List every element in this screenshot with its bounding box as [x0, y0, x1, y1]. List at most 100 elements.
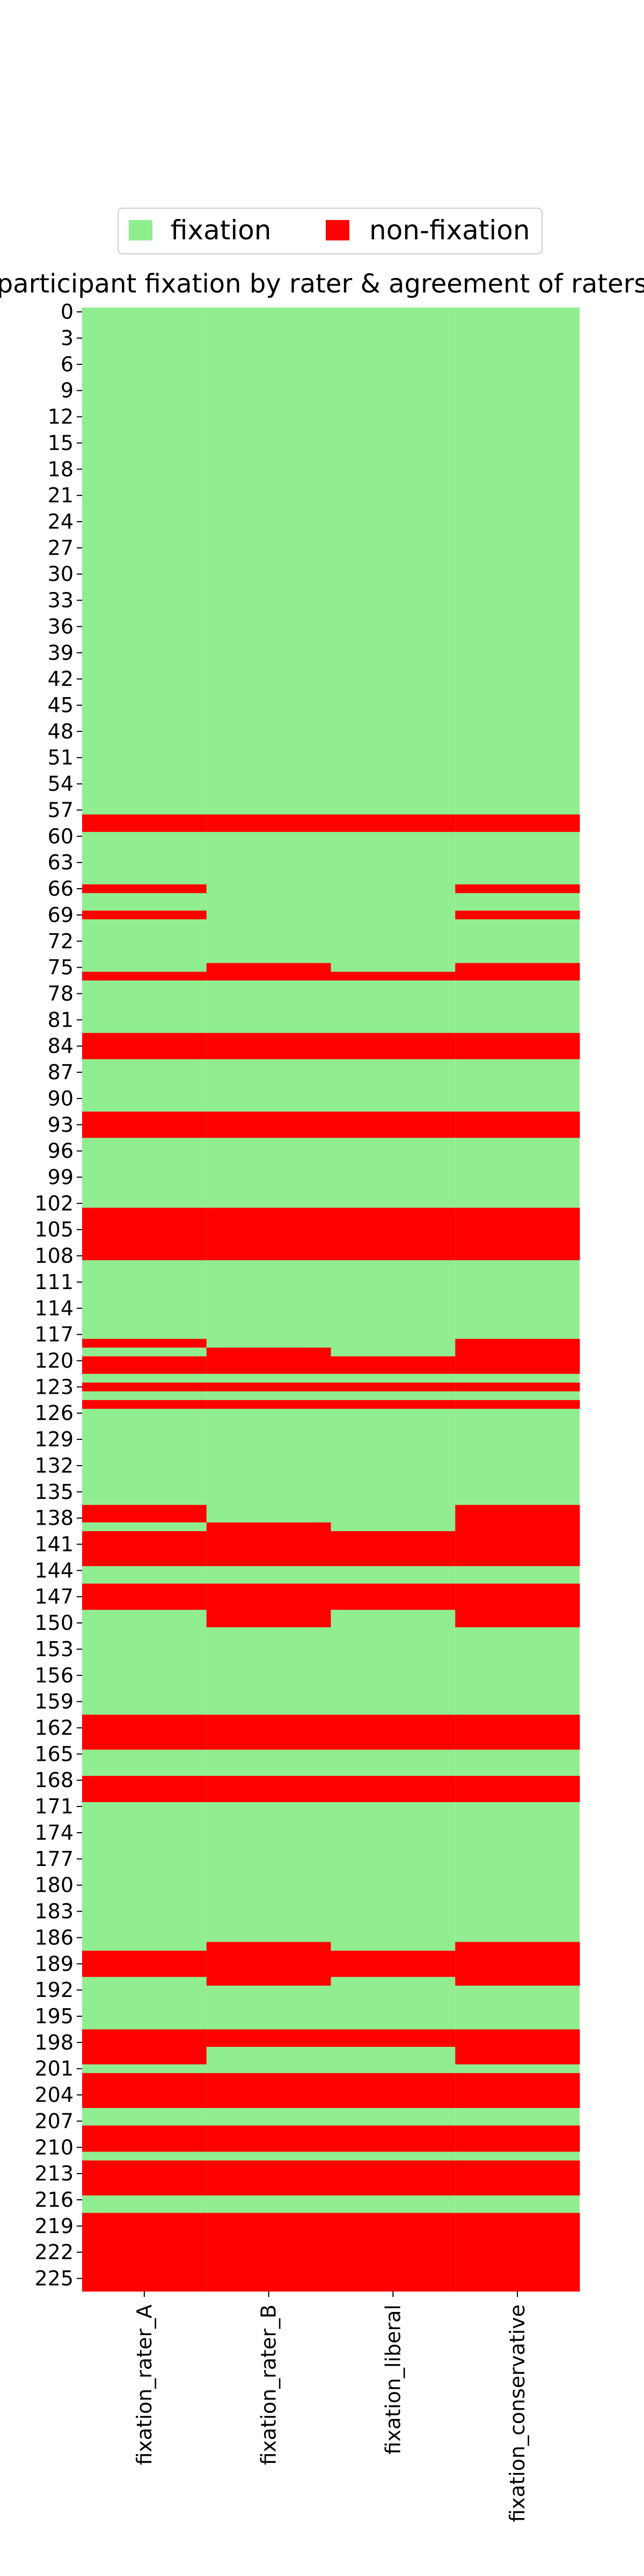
cells-non-fixation-fixation_rater_B-83-85	[206, 1033, 331, 1059]
row-tick-label: 24	[48, 510, 74, 533]
row-tick-label: 81	[48, 1008, 74, 1031]
cells-non-fixation-fixation_liberal-140-143	[331, 1531, 456, 1567]
row-tick-label: 132	[34, 1454, 74, 1477]
cells-non-fixation-fixation_rater_B-139-143	[206, 1522, 331, 1567]
cells-non-fixation-fixation_liberal-212-215	[331, 2160, 456, 2196]
cells-non-fixation-fixation_rater_A-69-69	[82, 910, 207, 920]
cells-non-fixation-fixation_conservative-137-143	[455, 1505, 580, 1567]
cells-non-fixation-fixation_conservative-123-123	[455, 1382, 580, 1392]
row-tick-label: 183	[34, 1900, 74, 1923]
row-tick-label: 216	[34, 2188, 74, 2212]
cells-non-fixation-fixation_rater_B-168-170	[206, 1776, 331, 1802]
cells-non-fixation-fixation_rater_A-83-85	[82, 1033, 207, 1059]
column-tick-label-fixation_rater_A: fixation_rater_A	[133, 2304, 156, 2465]
cells-non-fixation-fixation_rater_B-212-215	[206, 2160, 331, 2196]
cells-non-fixation-fixation_rater_A-103-108	[82, 1208, 207, 1261]
cells-non-fixation-fixation_liberal-58-59	[331, 814, 456, 832]
cells-non-fixation-fixation_rater_B-161-164	[206, 1715, 331, 1750]
cells-non-fixation-fixation_rater_A-76-76	[82, 971, 207, 981]
row-tick-label: 114	[34, 1297, 74, 1320]
row-tick-label: 123	[34, 1375, 74, 1399]
cells-non-fixation-fixation_rater_B-103-108	[206, 1208, 331, 1261]
cells-non-fixation-fixation_rater_B-197-198	[206, 2029, 331, 2047]
row-tick-label: 222	[34, 2241, 74, 2264]
cells-non-fixation-fixation_liberal-123-123	[331, 1382, 456, 1392]
row-tick-label: 48	[48, 720, 74, 743]
cells-non-fixation-fixation_rater_B-218-226	[206, 2213, 331, 2292]
legend-swatch-non-fixation	[326, 220, 349, 240]
cells-non-fixation-fixation_rater_A-118-118	[82, 1338, 207, 1348]
row-tick-label: 6	[61, 353, 74, 376]
cells-non-fixation-fixation_liberal-168-170	[331, 1776, 456, 1802]
row-tick-label: 195	[34, 2004, 74, 2028]
row-tick-label: 87	[48, 1060, 74, 1084]
legend: fixation non-fixation	[118, 208, 543, 254]
cells-non-fixation-fixation_rater_A-92-94	[82, 1111, 207, 1138]
column-tick-label-fixation_rater_B: fixation_rater_B	[257, 2304, 281, 2465]
column-tick-label-fixation_conservative: fixation_conservative	[506, 2304, 529, 2522]
cells-non-fixation-fixation_rater_A-208-210	[82, 2125, 207, 2152]
row-tick-label: 39	[48, 641, 74, 664]
row-tick-label: 12	[48, 405, 74, 429]
cells-non-fixation-fixation_liberal-188-190	[331, 1950, 456, 1977]
row-tick-label: 198	[34, 2031, 74, 2054]
row-tick-label: 72	[48, 930, 74, 953]
cells-non-fixation-fixation_rater_B-187-191	[206, 1942, 331, 1986]
row-tick-label: 219	[34, 2214, 74, 2238]
row-tick-label: 9	[61, 379, 74, 402]
cells-non-fixation-fixation_rater_B-208-210	[206, 2125, 331, 2152]
cells-fixation-fixation_rater_A	[82, 308, 207, 2292]
row-tick-label: 63	[48, 851, 74, 874]
row-tick-label: 84	[48, 1034, 74, 1058]
cells-non-fixation-fixation_rater_B-202-205	[206, 2073, 331, 2108]
row-tick-label: 186	[34, 1926, 74, 1949]
row-tick-label: 156	[34, 1664, 74, 1687]
row-tick-label: 21	[48, 484, 74, 507]
cells-non-fixation-fixation_rater_A-140-143	[82, 1531, 207, 1567]
row-tick-label: 111	[34, 1270, 74, 1294]
legend-swatch-fixation	[129, 220, 152, 240]
cells-non-fixation-fixation_liberal-146-148	[331, 1583, 456, 1610]
cells-non-fixation-fixation_rater_B-119-121	[206, 1348, 331, 1374]
cells-non-fixation-fixation_conservative-92-94	[455, 1111, 580, 1138]
cells-non-fixation-fixation_liberal-208-210	[331, 2125, 456, 2152]
cells-non-fixation-fixation_rater_A-137-138	[82, 1505, 207, 1523]
row-tick-label: 126	[34, 1401, 74, 1425]
row-tick-label: 177	[34, 1847, 74, 1871]
row-tick-label: 150	[34, 1611, 74, 1635]
row-tick-label: 153	[34, 1637, 74, 1661]
row-tick-label: 27	[48, 536, 74, 560]
row-tick-label: 108	[34, 1244, 74, 1268]
column-ticks: fixation_rater_A fixation_rater_B fixation…	[133, 2292, 529, 2522]
row-tick-label: 105	[34, 1218, 74, 1241]
row-tick-label: 30	[48, 562, 74, 586]
cells-non-fixation-fixation_rater_A-66-66	[82, 884, 207, 894]
row-tick-label: 102	[34, 1191, 74, 1215]
cells-non-fixation-fixation_conservative-218-226	[455, 2213, 580, 2292]
cells-non-fixation-fixation_liberal-125-125	[331, 1400, 456, 1409]
row-tick-label: 225	[34, 2267, 74, 2290]
row-tick-label: 54	[48, 772, 74, 796]
row-tick-label: 99	[48, 1165, 74, 1189]
cells-non-fixation-fixation_rater_A-218-226	[82, 2213, 207, 2292]
cells-non-fixation-fixation_conservative-161-164	[455, 1715, 580, 1750]
row-tick-label: 204	[34, 2083, 74, 2107]
cells-non-fixation-fixation_conservative-118-121	[455, 1338, 580, 1374]
row-tick-label: 96	[48, 1139, 74, 1163]
cells-non-fixation-fixation_liberal-197-198	[331, 2029, 456, 2047]
cells-non-fixation-fixation_conservative-103-108	[455, 1208, 580, 1261]
row-tick-label: 207	[34, 2109, 74, 2133]
row-tick-label: 201	[34, 2057, 74, 2081]
cells-non-fixation-fixation_liberal-120-121	[331, 1356, 456, 1374]
row-tick-label: 129	[34, 1428, 74, 1451]
cells-non-fixation-fixation_liberal-202-205	[331, 2073, 456, 2108]
row-tick-label: 189	[34, 1952, 74, 1975]
chart-title: participant fixation by rater & agreemen…	[0, 269, 644, 299]
cells-non-fixation-fixation_conservative-66-66	[455, 884, 580, 894]
cells-non-fixation-fixation_rater_A-58-59	[82, 814, 207, 832]
cells-non-fixation-fixation_rater_A-123-123	[82, 1382, 207, 1392]
cells-non-fixation-fixation_conservative-168-170	[455, 1776, 580, 1802]
column-tick-label-fixation_liberal: fixation_liberal	[381, 2304, 405, 2455]
cells-non-fixation-fixation_liberal-76-76	[331, 971, 456, 981]
cells-non-fixation-fixation_rater_A-197-200	[82, 2029, 207, 2065]
